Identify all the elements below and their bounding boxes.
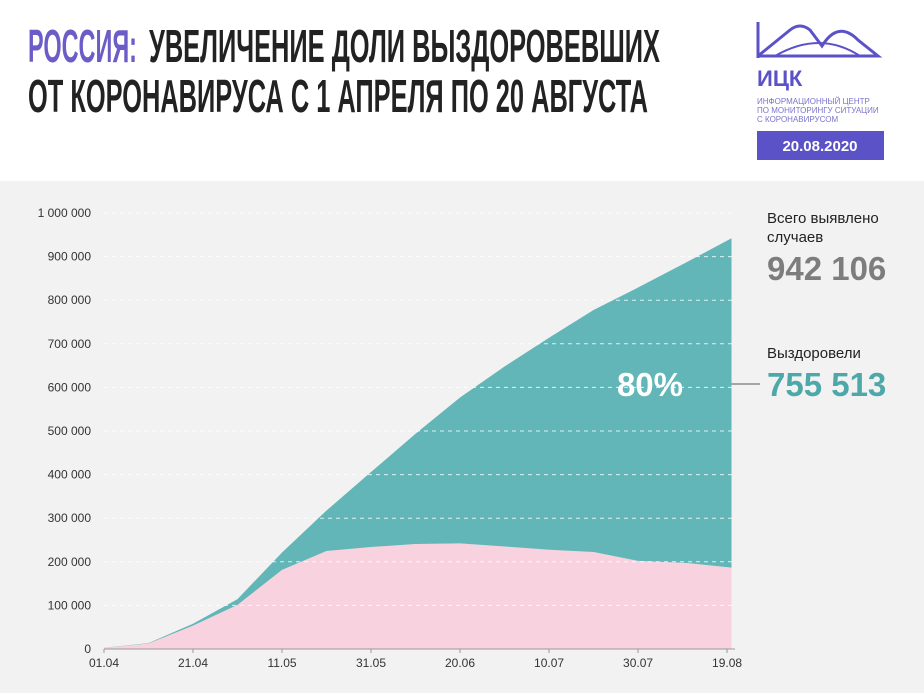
x-tick-label: 19.08 [712,656,742,670]
y-tick-label: 500 000 [48,424,92,438]
y-tick-label: 1 000 000 [38,206,92,220]
x-tick-label: 01.04 [89,656,119,670]
logo-text: ИНФОРМАЦИОННЫЙ ЦЕНТР [757,97,870,106]
logo-mark [774,42,861,57]
logo-text: С КОРОНАВИРУСОМ [757,115,838,124]
x-tick-label: 20.06 [445,656,475,670]
total-label: Всего выявлено случаев [767,210,879,246]
area [104,238,732,648]
logo-text: ПО МОНИТОРИНГУ СИТУАЦИИ [757,106,879,115]
date: 20.08.2020 [782,138,857,155]
y-tick-label: 400 000 [48,468,92,482]
y-tick-label: 700 000 [48,337,92,351]
title-highlight: РОССИЯ: [28,20,137,72]
title: ОТ КОРОНАВИРУСА С 1 АПРЕЛЯ ПО 20 АВГУСТА [28,70,648,122]
logo: ИЦК ИНФОРМАЦИОННЫЙ ЦЕНТР ПО МОНИТОРИНГУ … [756,22,884,160]
title: УВЕЛИЧЕНИЕ ДОЛИ ВЫЗДОРОВЕВШИХ [149,20,660,72]
recovered-value: 755 513 [767,366,886,403]
x-tick-label: 10.07 [534,656,564,670]
date-badge [757,131,884,160]
y-tick-label: 100 000 [48,598,92,612]
x-tick-label: 21.04 [178,656,208,670]
y-tick-label: 300 000 [48,511,92,525]
logo-name: ИЦК [757,66,803,91]
total-value: 942 106 [767,250,886,287]
share-label: 80% [617,366,683,403]
recovered-label: Выздоровели [767,345,861,362]
x-tick-label: 30.07 [623,656,653,670]
y-tick-label: 800 000 [48,293,92,307]
y-tick-label: 900 000 [48,250,92,264]
x-tick-label: 11.05 [267,656,296,670]
y-tick-label: 0 [84,642,91,656]
logo-mark [756,22,883,58]
x-tick-label: 31.05 [356,656,386,670]
area [104,543,732,649]
y-tick-label: 600 000 [48,380,92,394]
y-tick-label: 200 000 [48,555,92,569]
